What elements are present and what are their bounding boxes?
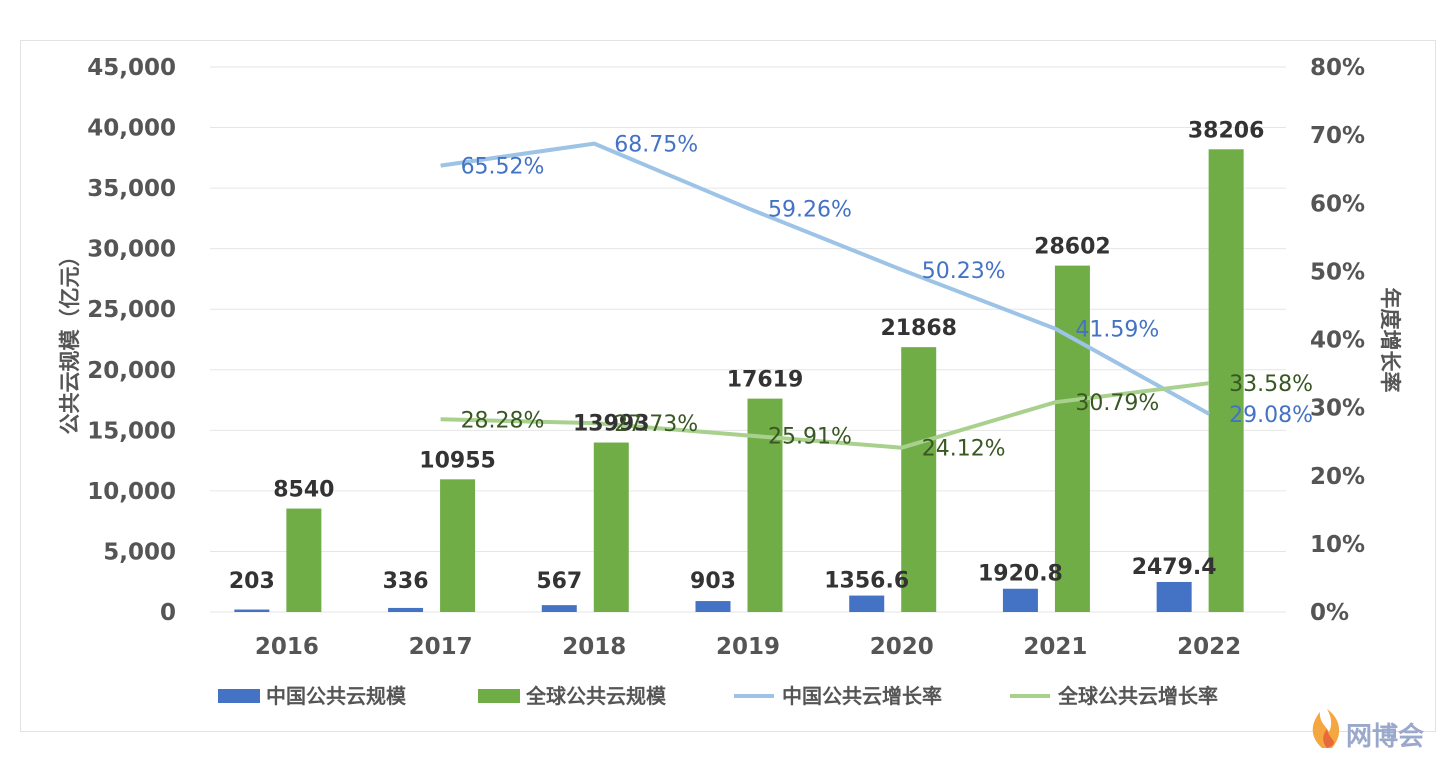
y-tick-label: 45,000 (87, 55, 176, 81)
global-growth-label: 24.12% (922, 437, 1006, 462)
legend-label: 中国公共云规模 (266, 684, 407, 708)
y-tick-label: 10,000 (87, 479, 176, 505)
china-bar-label: 1920.8 (978, 562, 1063, 587)
china-growth-label: 41.59% (1075, 318, 1159, 343)
china-bar (541, 605, 577, 612)
y2-tick-label: 40% (1310, 328, 1365, 354)
watermark-text: 网博会 (1346, 722, 1424, 752)
global-bar (901, 347, 937, 612)
watermark: 网博会 (1312, 709, 1424, 752)
china-bar-label: 903 (690, 569, 736, 594)
y-tick-label: 5,000 (103, 539, 176, 565)
legend-swatch (478, 689, 520, 703)
china-bar-label: 567 (536, 569, 582, 594)
global-bar (440, 479, 476, 612)
global-growth-label: 33.58% (1229, 372, 1313, 397)
x-tick-label: 2017 (409, 634, 473, 660)
china-growth-label: 65.52% (461, 155, 545, 180)
axes: 公共云规模（亿元） 年度增长率 0 5,000 10,000 15,000 20,000… (58, 55, 1402, 660)
x-tick-label: 2022 (1177, 634, 1241, 660)
legend-swatch (218, 689, 260, 703)
legend-china-line: 中国公共云增长率 (734, 684, 942, 708)
china-bar (695, 601, 731, 612)
china-growth-label: 29.08% (1229, 403, 1313, 428)
china-bar-label: 203 (229, 569, 275, 594)
legend-label: 全球公共云增长率 (1057, 684, 1218, 708)
global-growth-label: 25.91% (768, 424, 852, 449)
y2-tick-label: 30% (1310, 396, 1365, 422)
global-bar (1208, 149, 1244, 612)
global-bar-label: 10955 (419, 448, 496, 473)
y-tick-label: 40,000 (87, 116, 176, 142)
global-bar (286, 508, 322, 612)
global-growth-label: 27.73% (614, 412, 698, 437)
x-tick-label: 2016 (255, 634, 319, 660)
x-tick-label: 2021 (1023, 634, 1087, 660)
y-tick-label: 25,000 (87, 297, 176, 323)
y2-axis-title: 年度增长率 (1378, 288, 1402, 393)
flame-logo-icon (1312, 709, 1340, 748)
china-growth-label: 59.26% (768, 197, 852, 222)
y-tick-label: 30,000 (87, 237, 176, 263)
legend-china-bar: 中国公共云规模 (218, 684, 407, 708)
global-bar-label: 21868 (880, 316, 957, 341)
bars (234, 149, 1244, 612)
china-bar-label: 336 (383, 569, 429, 594)
china-bar-label: 2479.4 (1132, 555, 1217, 580)
china-bar (1002, 588, 1038, 612)
y2-tick-label: 0% (1310, 600, 1349, 626)
y-tick-label: 15,000 (87, 418, 176, 444)
y2-tick-label: 80% (1310, 55, 1365, 81)
global-growth-label: 30.79% (1075, 391, 1159, 416)
x-tick-label: 2019 (716, 634, 780, 660)
y-axis-title: 公共云规模（亿元） (58, 246, 82, 435)
global-bar-label: 8540 (273, 478, 334, 503)
legend-global-bar: 全球公共云规模 (478, 684, 667, 708)
global-growth-line (440, 381, 1210, 450)
y2-tick-label: 10% (1310, 532, 1365, 558)
y2-tick-label: 60% (1310, 191, 1365, 217)
global-bar-label: 13993 (573, 412, 650, 437)
legend-label: 全球公共云规模 (525, 684, 667, 708)
china-bar (234, 609, 270, 612)
china-bar (388, 607, 424, 612)
y2-tick-label: 20% (1310, 464, 1365, 490)
legend-label: 中国公共云增长率 (782, 684, 942, 708)
x-tick-label: 2018 (562, 634, 626, 660)
y-tick-label: 0 (160, 600, 176, 626)
legend-global-line: 全球公共云增长率 (1010, 684, 1218, 708)
china-growth-label: 68.75% (614, 133, 698, 158)
china-bar (849, 595, 885, 612)
x-tick-label: 2020 (870, 634, 934, 660)
china-bar (1156, 581, 1192, 612)
legend: 中国公共云规模 全球公共云规模 中国公共云增长率 全球公共云增长率 (218, 684, 1218, 708)
lines (440, 141, 1211, 450)
global-bar-label: 38206 (1188, 118, 1265, 143)
global-bar-label: 28602 (1034, 235, 1111, 260)
y-tick-label: 20,000 (87, 358, 176, 384)
china-growth-line (440, 141, 1211, 416)
y-tick-label: 35,000 (87, 176, 176, 202)
global-bar (1054, 265, 1090, 612)
data-labels: 203 336 567 903 1356.6 1920.8 2479.4 8540 10955 1… (229, 118, 1313, 594)
global-growth-label: 28.28% (461, 408, 545, 433)
global-bar (593, 442, 629, 612)
china-growth-label: 50.23% (922, 259, 1006, 284)
global-bar-label: 17619 (727, 368, 804, 393)
y2-tick-label: 50% (1310, 259, 1365, 285)
y2-tick-label: 70% (1310, 123, 1365, 149)
china-bar-label: 1356.6 (824, 569, 909, 594)
